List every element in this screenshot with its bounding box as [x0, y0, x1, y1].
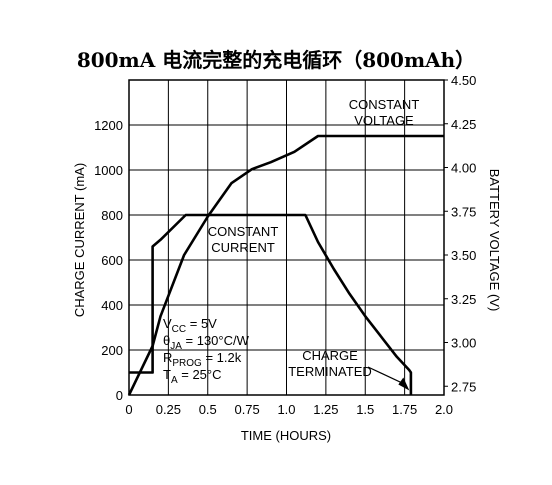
y-left-tick-label: 200 — [101, 343, 123, 358]
constant-voltage-label: VOLTAGE — [354, 113, 414, 128]
y-right-tick-label: 3.00 — [451, 336, 476, 351]
x-tick-label: 0.25 — [156, 402, 181, 417]
y-axis-label-right: BATTERY VOLTAGE (V) — [487, 169, 502, 312]
condition-label: VCC = 5V — [163, 316, 217, 335]
x-axis-label: TIME (HOURS) — [241, 428, 331, 443]
termination-arrow — [367, 366, 406, 386]
y-right-tick-label: 4.00 — [451, 161, 476, 176]
data-series — [127, 134, 444, 396]
constant-current-label: CONSTANT — [208, 224, 279, 239]
termination-arrowhead — [398, 377, 410, 391]
chart-title: 800mA 电流完整的充电循环（800mAh） — [76, 48, 476, 72]
x-tick-label: 1.25 — [313, 402, 338, 417]
charge-current-line — [129, 213, 413, 395]
y-left-tick-label: 0 — [116, 388, 123, 403]
x-tick-label: 0.75 — [234, 402, 259, 417]
x-tick-label: 1.5 — [356, 402, 374, 417]
y-right-tick-label: 3.75 — [451, 204, 476, 219]
constant-voltage-label: CONSTANT — [349, 97, 420, 112]
battery-voltage-line — [127, 134, 444, 396]
tick-labels: 0 0.25 0.5 0.75 1.0 1.25 1.5 1.75 2.0 0 200 400 600 8… — [94, 73, 476, 417]
charge-terminated-label: TERMINATED — [288, 364, 372, 379]
charge-terminated-label: CHARGE — [302, 348, 358, 363]
y-left-tick-label: 400 — [101, 298, 123, 313]
constant-current-label: CURRENT — [211, 240, 275, 255]
y-right-tick-label: 2.75 — [451, 379, 476, 394]
y-right-tick-label: 3.50 — [451, 248, 476, 263]
x-tick-label: 1.75 — [392, 402, 417, 417]
plot-frame — [128, 79, 445, 396]
condition-label: θJA = 130°C/W — [163, 333, 250, 352]
x-tick-label: 2.0 — [435, 402, 453, 417]
x-tick-label: 1.0 — [277, 402, 295, 417]
y-left-tick-label: 800 — [101, 208, 123, 223]
y-right-tick-label: 4.50 — [451, 73, 476, 88]
y-left-tick-label: 600 — [101, 253, 123, 268]
x-tick-label: 0 — [125, 402, 132, 417]
annotations: CONSTANTVOLTAGECONSTANTCURRENTCHARGETERM… — [163, 97, 419, 391]
condition-label: RPROG = 1.2k — [163, 350, 242, 369]
y-left-tick-label: 1000 — [94, 163, 123, 178]
y-axis-label-left: CHARGE CURRENT (mA) — [72, 163, 87, 317]
condition-label: TA = 25°C — [163, 367, 222, 386]
y-left-tick-label: 1200 — [94, 118, 123, 133]
y-right-tick-label: 4.25 — [451, 117, 476, 132]
y-right-tick-label: 3.25 — [451, 292, 476, 307]
x-tick-label: 0.5 — [199, 402, 217, 417]
